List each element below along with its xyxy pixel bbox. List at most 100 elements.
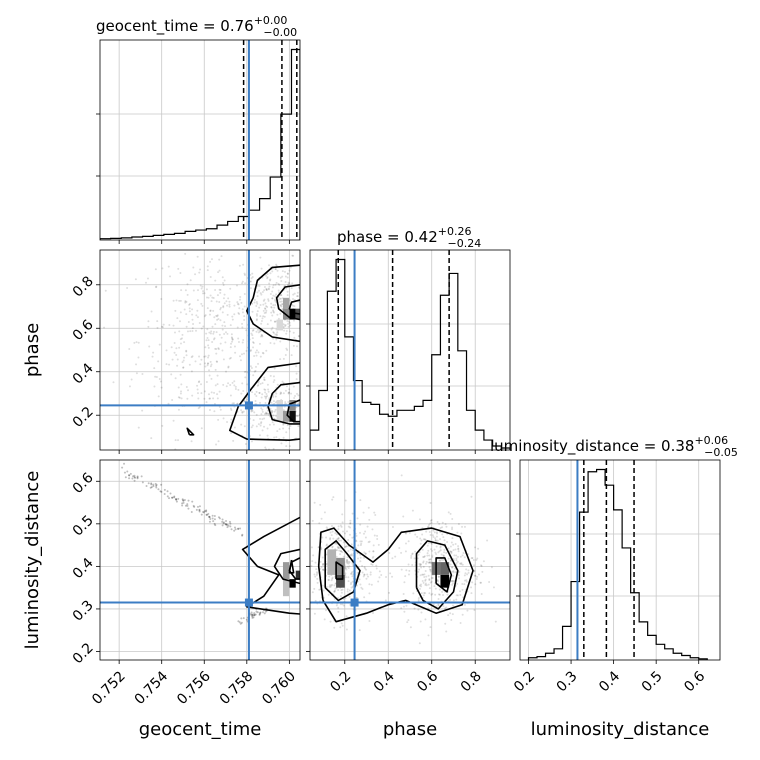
sample-point [312,405,314,407]
sample-point [215,360,218,363]
sample-point [157,395,160,398]
sample-point [357,544,360,547]
sample-point [163,488,166,491]
sample-point [305,434,307,436]
sample-point [202,510,205,513]
sample-point [459,555,462,558]
sample-point [451,526,454,529]
sample-point [286,294,289,297]
sample-point [303,385,305,387]
sample-point [430,521,433,524]
sample-point [421,548,424,551]
sample-point [480,564,483,567]
sample-point [258,285,261,288]
sample-point [321,584,324,587]
sample-point [451,579,454,582]
x-tick-label: 0.754 [132,668,172,708]
sample-point [391,557,394,560]
sample-point [172,299,175,302]
sample-point [363,565,366,568]
sample-point [189,246,191,248]
sample-point [456,582,459,585]
sample-point [315,315,317,317]
sample-point [490,566,493,569]
sample-point [270,302,273,305]
sample-point [442,554,445,557]
sample-point [160,483,163,486]
sample-point [458,570,461,573]
sample-point [314,404,316,406]
sample-point [266,427,269,430]
sample-point [271,421,274,424]
sample-point [211,517,214,520]
sample-point [260,322,263,325]
sample-point [185,349,188,352]
sample-point [452,543,455,546]
sample-point [350,581,353,584]
sample-point [264,307,267,310]
sample-point [203,390,206,393]
sample-point [279,312,282,315]
density-cell [282,410,290,422]
sample-point [251,337,254,340]
sample-point [275,281,278,284]
sample-point [364,567,367,570]
sample-point [182,499,185,502]
sample-point [451,566,454,569]
sample-point [461,583,464,586]
sample-point [200,287,203,290]
sample-point [209,260,212,263]
sample-point [311,519,314,522]
sample-point [274,268,277,271]
sample-point [435,531,438,534]
sample-point [342,555,345,558]
sample-point [207,354,210,357]
sample-point [421,533,424,536]
sample-point [307,426,309,428]
sample-point [214,289,217,292]
sample-point [280,294,283,297]
sample-point [287,281,290,284]
sample-point [273,306,276,309]
sample-point [150,486,153,489]
sample-point [259,611,262,614]
sample-point [443,551,446,554]
sample-point [241,533,244,536]
sample-point [198,508,201,511]
sample-point [303,347,305,349]
sample-point [279,303,282,306]
sample-point [424,538,427,541]
sample-point [306,298,308,300]
sample-point [461,554,464,557]
sample-point [335,538,338,541]
sample-point [238,312,241,315]
sample-point [420,611,423,614]
sample-point [429,581,432,584]
sample-point [344,545,347,548]
sample-point [276,383,279,386]
sample-point [263,298,266,301]
sample-point [206,362,209,365]
sample-point [261,410,264,413]
sample-point [364,530,367,533]
sample-point [205,332,208,335]
sample-point [147,325,150,328]
sample-point [173,495,176,498]
sample-point [255,395,258,398]
sample-point [341,551,344,554]
sample-point [259,417,262,420]
sample-point [315,573,318,576]
sample-point [419,563,422,566]
sample-point [207,356,210,359]
sample-point [233,313,236,316]
sample-point [236,326,239,329]
sample-point [269,272,272,275]
sample-point [408,531,411,534]
sample-point [133,476,136,479]
sample-point [193,505,196,508]
sample-point [197,237,199,239]
sample-point [208,374,211,377]
sample-point [175,500,178,503]
sample-point [244,443,247,446]
sample-point [181,504,184,507]
